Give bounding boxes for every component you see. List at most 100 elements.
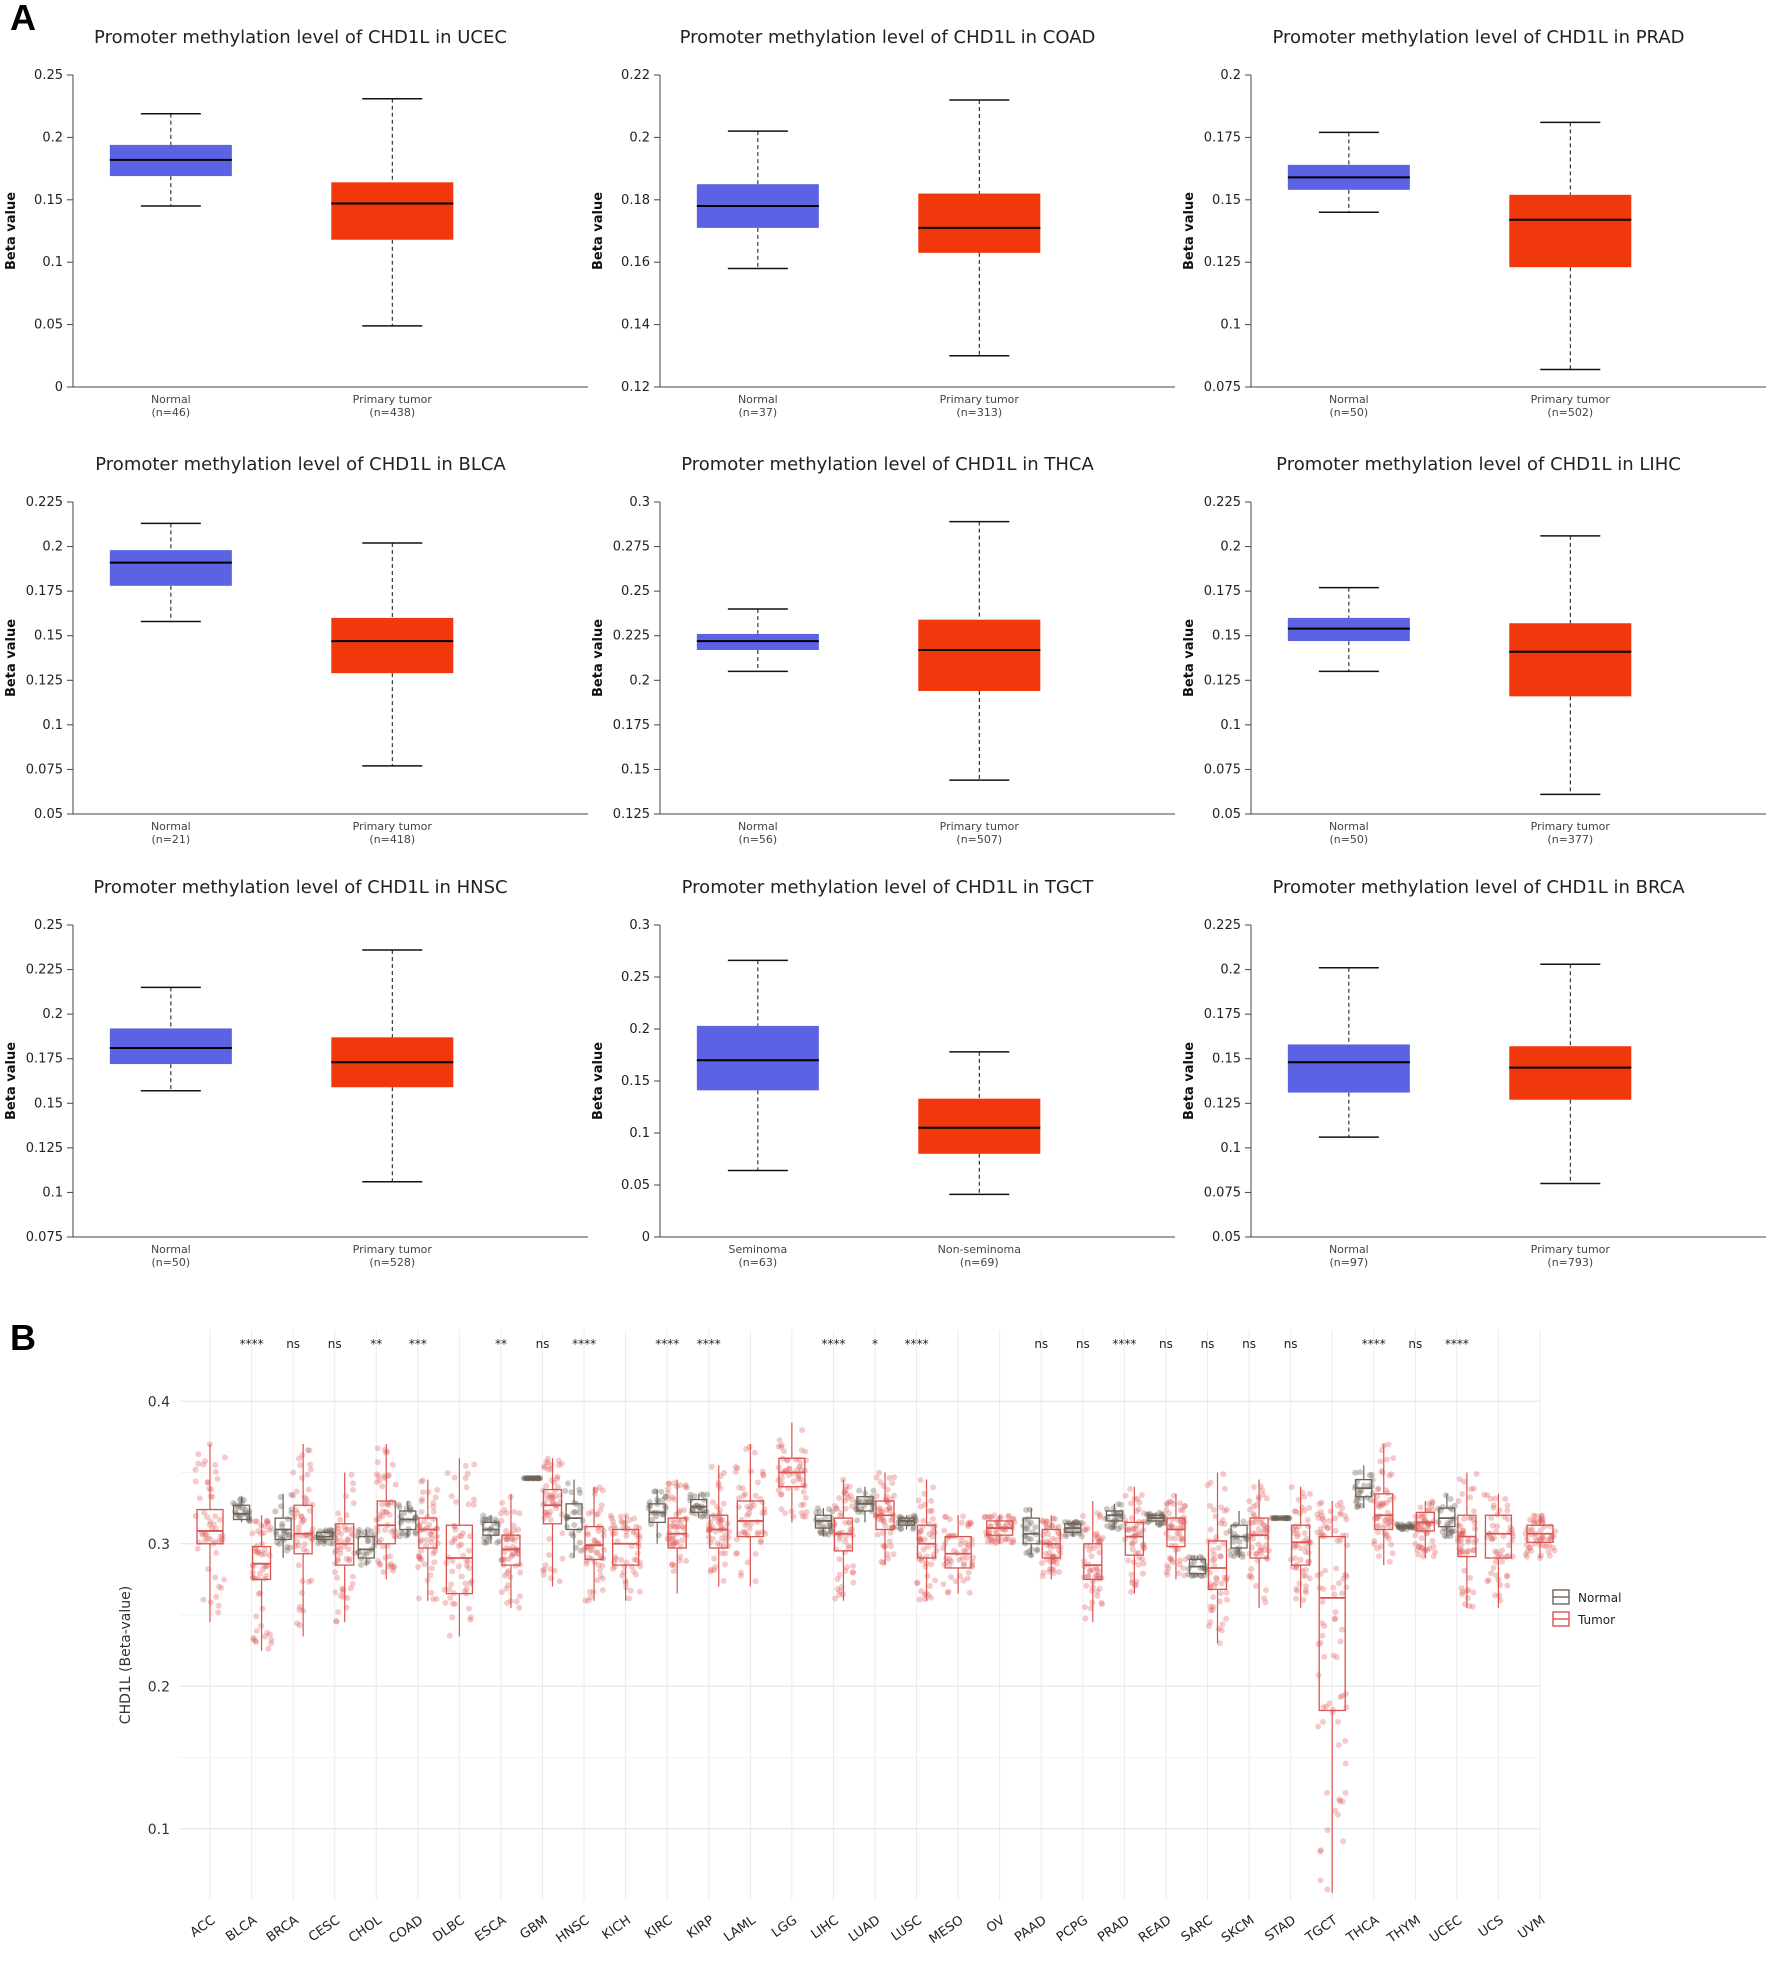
tumor-point — [832, 1595, 839, 1602]
tumor-point — [798, 1509, 805, 1516]
box-chart-7: Promoter methylation level of CHD1L in H… — [4, 877, 588, 1269]
tumor-point — [1326, 1700, 1333, 1707]
y-tick-label: 0.15 — [1212, 193, 1241, 208]
tumor-point — [1317, 1526, 1324, 1533]
tumor-point — [679, 1523, 686, 1530]
tumor-point — [1332, 1527, 1339, 1534]
significance-label: * — [872, 1337, 878, 1351]
tumor-point — [846, 1483, 853, 1490]
normal-point — [276, 1541, 283, 1548]
category-kich: KICH — [600, 1512, 644, 1943]
tumor-point — [1125, 1526, 1132, 1533]
tumor-point — [1332, 1615, 1339, 1622]
normal-point — [1451, 1528, 1458, 1535]
tumor-point — [268, 1525, 275, 1532]
tumor-point — [877, 1479, 884, 1486]
category-lgg: LGG — [769, 1422, 810, 1941]
tumor-point — [385, 1563, 392, 1570]
tumor-point — [387, 1560, 394, 1567]
tumor-point — [1335, 1718, 1342, 1725]
box-primary-tumor — [331, 182, 454, 240]
tumor-point — [378, 1501, 385, 1508]
y-tick-label: 0.225 — [26, 495, 63, 510]
tumor-point — [391, 1500, 398, 1507]
tumor-point — [1429, 1537, 1436, 1544]
chart-title: Promoter methylation level of CHD1L in L… — [1276, 454, 1681, 475]
tumor-point — [548, 1492, 555, 1499]
significance-label: ** — [370, 1337, 382, 1351]
tumor-point — [296, 1622, 303, 1629]
tumor-point — [1166, 1510, 1173, 1517]
normal-point — [398, 1529, 405, 1536]
category-pcpg: ns PCPG — [1054, 1337, 1106, 1945]
tumor-point — [1383, 1456, 1390, 1463]
y-tick-label: 0.18 — [621, 193, 650, 208]
category-paad: ns PAAD — [1012, 1337, 1064, 1945]
tumor-point — [1322, 1567, 1329, 1574]
tumor-point — [748, 1499, 755, 1506]
tumor-point — [667, 1523, 674, 1530]
normal-point — [576, 1539, 583, 1546]
tumor-point — [757, 1537, 764, 1544]
tumor-point — [918, 1557, 925, 1564]
tumor-point — [386, 1511, 393, 1518]
tumor-point — [672, 1539, 679, 1546]
tumor-point — [735, 1495, 742, 1502]
normal-point — [483, 1517, 490, 1524]
tumor-point — [1094, 1510, 1101, 1517]
tumor-point — [709, 1499, 716, 1506]
tumor-point — [795, 1473, 802, 1480]
tumor-point — [1386, 1523, 1393, 1530]
tumor-point — [1039, 1560, 1046, 1567]
tumor-point — [296, 1603, 303, 1610]
tumor-point — [1343, 1532, 1350, 1539]
normal-point — [564, 1480, 571, 1487]
tumor-point — [1317, 1877, 1324, 1884]
tumor-point — [740, 1492, 747, 1499]
tumor-point — [882, 1522, 889, 1529]
tumor-box — [611, 1528, 640, 1566]
tumor-point — [449, 1614, 456, 1621]
tumor-box — [542, 1488, 563, 1525]
tumor-point — [886, 1505, 893, 1512]
tumor-point — [350, 1486, 357, 1493]
tumor-point — [671, 1496, 678, 1503]
tumor-point — [1412, 1532, 1419, 1539]
tumor-point — [308, 1534, 315, 1541]
tumor-point — [849, 1503, 856, 1510]
y-tick-label: 0.4 — [148, 1394, 170, 1410]
tumor-point — [379, 1513, 386, 1520]
tumor-point — [377, 1536, 384, 1543]
normal-point — [279, 1523, 286, 1530]
tumor-point — [510, 1522, 517, 1529]
normal-point — [277, 1494, 284, 1501]
tumor-point — [379, 1483, 386, 1490]
tumor-point — [513, 1598, 520, 1605]
normal-point — [817, 1530, 824, 1537]
tumor-point — [1412, 1540, 1419, 1547]
tumor-point — [303, 1548, 310, 1555]
tumor-point — [543, 1459, 550, 1466]
normal-point — [1189, 1555, 1196, 1562]
normal-point — [279, 1520, 286, 1527]
tumor-point — [718, 1550, 725, 1557]
normal-point — [704, 1491, 711, 1498]
tumor-point — [293, 1538, 300, 1545]
tumor-point — [1318, 1499, 1325, 1506]
tumor-point — [261, 1523, 268, 1530]
normal-point — [358, 1555, 365, 1562]
tumor-point — [1418, 1535, 1425, 1542]
tumor-point — [431, 1548, 438, 1555]
tumor-point — [1005, 1513, 1012, 1520]
tumor-point — [843, 1491, 850, 1498]
box-chart-4: Promoter methylation level of CHD1L in B… — [4, 454, 588, 846]
tumor-point — [504, 1536, 511, 1543]
category-lusc: **** LUSC — [889, 1337, 940, 1944]
tumor-point — [737, 1572, 744, 1579]
tumor-point — [597, 1553, 604, 1560]
tumor-point — [623, 1532, 630, 1539]
tumor-box — [944, 1535, 972, 1569]
tumor-point — [891, 1492, 898, 1499]
tumor-point — [599, 1587, 606, 1594]
